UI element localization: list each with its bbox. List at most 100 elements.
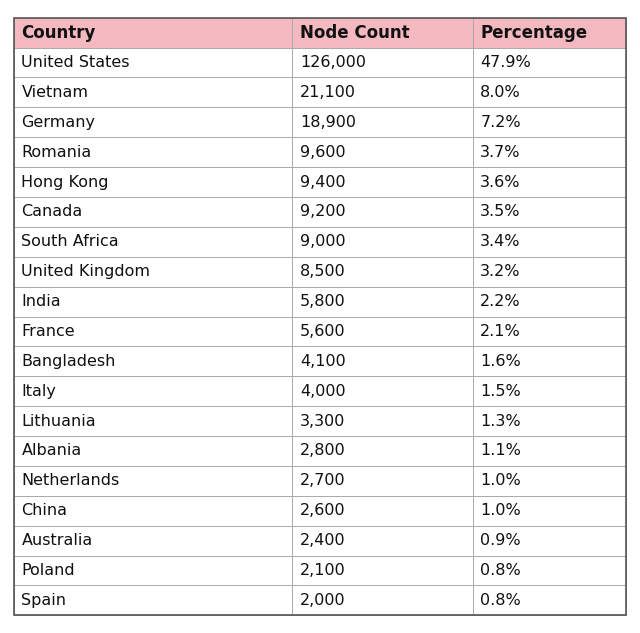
- Text: Node Count: Node Count: [300, 23, 410, 42]
- Text: 9,600: 9,600: [300, 145, 346, 160]
- Text: China: China: [21, 503, 67, 518]
- Bar: [292, 376, 473, 406]
- Bar: [473, 496, 626, 525]
- Text: Poland: Poland: [21, 563, 75, 578]
- Bar: [473, 77, 626, 108]
- Text: Netherlands: Netherlands: [21, 473, 120, 488]
- Bar: [14, 346, 292, 376]
- Bar: [473, 257, 626, 287]
- Bar: [14, 287, 292, 316]
- Text: 1.0%: 1.0%: [480, 503, 521, 518]
- Bar: [14, 556, 292, 586]
- Bar: [14, 47, 292, 77]
- Bar: [14, 376, 292, 406]
- Bar: [14, 227, 292, 257]
- Bar: [14, 436, 292, 466]
- Text: Lithuania: Lithuania: [21, 413, 96, 429]
- Text: India: India: [21, 294, 61, 309]
- Text: 2,700: 2,700: [300, 473, 346, 488]
- Text: Spain: Spain: [21, 593, 67, 608]
- Text: 1.6%: 1.6%: [480, 354, 521, 369]
- Bar: [473, 376, 626, 406]
- Text: 4,100: 4,100: [300, 354, 346, 369]
- Text: 9,200: 9,200: [300, 204, 346, 220]
- Bar: [292, 556, 473, 586]
- Bar: [473, 47, 626, 77]
- Text: 47.9%: 47.9%: [480, 55, 531, 70]
- Text: 2,800: 2,800: [300, 444, 346, 458]
- Text: 21,100: 21,100: [300, 85, 356, 100]
- Bar: [292, 47, 473, 77]
- Bar: [14, 197, 292, 227]
- Bar: [473, 525, 626, 556]
- Bar: [292, 346, 473, 376]
- Bar: [473, 227, 626, 257]
- Bar: [14, 137, 292, 167]
- Bar: [473, 586, 626, 615]
- Bar: [292, 496, 473, 525]
- Bar: [292, 287, 473, 316]
- Text: 8.0%: 8.0%: [480, 85, 521, 100]
- Text: 2,400: 2,400: [300, 533, 346, 548]
- Text: Romania: Romania: [21, 145, 92, 160]
- Text: 2,100: 2,100: [300, 563, 346, 578]
- Bar: [292, 406, 473, 436]
- Bar: [473, 287, 626, 316]
- Bar: [473, 346, 626, 376]
- Bar: [292, 257, 473, 287]
- Text: 3.4%: 3.4%: [480, 234, 521, 249]
- Text: 5,800: 5,800: [300, 294, 346, 309]
- Bar: [14, 77, 292, 108]
- Text: 2.1%: 2.1%: [480, 324, 521, 339]
- Bar: [473, 316, 626, 346]
- Text: Percentage: Percentage: [480, 23, 588, 42]
- Bar: [292, 137, 473, 167]
- Bar: [473, 18, 626, 47]
- Text: Germany: Germany: [21, 115, 95, 130]
- Text: 2,600: 2,600: [300, 503, 346, 518]
- Bar: [473, 137, 626, 167]
- Text: Albania: Albania: [21, 444, 82, 458]
- Text: 3,300: 3,300: [300, 413, 345, 429]
- Text: 9,400: 9,400: [300, 175, 346, 189]
- Text: 126,000: 126,000: [300, 55, 366, 70]
- Bar: [14, 406, 292, 436]
- Text: South Africa: South Africa: [21, 234, 119, 249]
- Bar: [14, 18, 292, 47]
- Text: 1.0%: 1.0%: [480, 473, 521, 488]
- Bar: [292, 77, 473, 108]
- Text: 8,500: 8,500: [300, 264, 346, 279]
- Bar: [473, 436, 626, 466]
- Bar: [292, 167, 473, 197]
- Text: Canada: Canada: [21, 204, 83, 220]
- Text: 1.5%: 1.5%: [480, 384, 521, 399]
- Bar: [473, 167, 626, 197]
- Bar: [14, 466, 292, 496]
- Text: 4,000: 4,000: [300, 384, 346, 399]
- Bar: [292, 18, 473, 47]
- Text: 7.2%: 7.2%: [480, 115, 521, 130]
- Text: Vietnam: Vietnam: [21, 85, 88, 100]
- Bar: [292, 436, 473, 466]
- Text: 1.1%: 1.1%: [480, 444, 521, 458]
- Text: 18,900: 18,900: [300, 115, 356, 130]
- Text: 0.8%: 0.8%: [480, 563, 521, 578]
- Bar: [292, 525, 473, 556]
- Text: United Kingdom: United Kingdom: [21, 264, 150, 279]
- Bar: [292, 197, 473, 227]
- Text: 3.6%: 3.6%: [480, 175, 521, 189]
- Bar: [14, 257, 292, 287]
- Text: 9,000: 9,000: [300, 234, 346, 249]
- Bar: [292, 316, 473, 346]
- Bar: [292, 586, 473, 615]
- Bar: [292, 108, 473, 137]
- Bar: [473, 197, 626, 227]
- Text: 5,600: 5,600: [300, 324, 346, 339]
- Bar: [14, 586, 292, 615]
- Text: Country: Country: [21, 23, 96, 42]
- Text: Italy: Italy: [21, 384, 56, 399]
- Bar: [292, 227, 473, 257]
- Text: 0.9%: 0.9%: [480, 533, 521, 548]
- Text: 2.2%: 2.2%: [480, 294, 521, 309]
- Bar: [14, 525, 292, 556]
